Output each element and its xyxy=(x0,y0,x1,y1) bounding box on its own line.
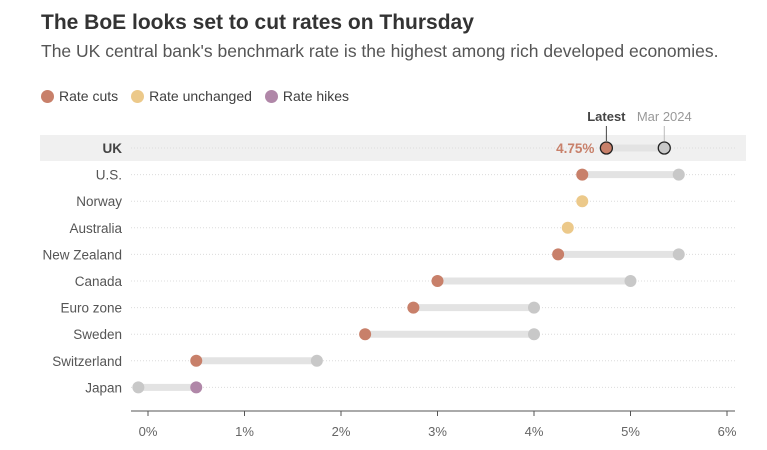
latest-dot-sweden xyxy=(359,328,372,341)
legend-label-rate-cuts: Rate cuts xyxy=(59,88,119,104)
annotation-latest: Latest xyxy=(587,109,626,124)
latest-dot-switzerland xyxy=(190,354,203,367)
previous-dot-sweden xyxy=(528,328,540,341)
x-tick-label-2: 2% xyxy=(332,424,351,439)
latest-dot-australia xyxy=(561,221,574,234)
latest-dot-japan xyxy=(190,381,203,394)
row-label-u-s: U.S. xyxy=(96,168,122,183)
legend-label-rate-unchanged: Rate unchanged xyxy=(149,88,252,104)
previous-dot-japan xyxy=(132,381,145,394)
previous-dot-canada xyxy=(624,275,637,287)
row-label-australia: Australia xyxy=(69,221,122,236)
latest-dot-new-zealand xyxy=(552,248,565,261)
row-label-uk: UK xyxy=(103,141,123,156)
latest-dot-uk xyxy=(599,141,614,155)
latest-dot-u-s xyxy=(576,168,589,181)
x-tick-label-0: 0% xyxy=(139,424,158,439)
previous-dot-u-s xyxy=(672,168,685,181)
legend-swatch-rate-unchanged xyxy=(131,89,145,103)
legend-item-rate-cuts: Rate cuts xyxy=(41,88,118,104)
previous-dot-switzerland xyxy=(310,354,323,367)
row-label-japan: Japan xyxy=(85,380,122,395)
legend-item-rate-unchanged: Rate unchanged xyxy=(131,88,252,104)
legend: Rate cuts Rate unchanged Rate hikes xyxy=(41,88,362,104)
previous-dot-new-zealand xyxy=(672,248,685,261)
latest-dot-euro-zone xyxy=(407,301,420,314)
x-tick-label-3: 3% xyxy=(428,424,447,439)
row-label-new-zealand: New Zealand xyxy=(42,247,122,262)
legend-swatch-rate-cuts xyxy=(41,89,54,103)
latest-dot-canada xyxy=(431,275,444,287)
value-label-uk: 4.75% xyxy=(556,141,594,156)
chart-subtitle: The UK central bank's benchmark rate is … xyxy=(41,41,719,61)
row-label-canada: Canada xyxy=(75,274,123,289)
previous-dot-euro-zone xyxy=(528,301,540,314)
legend-swatch-rate-hikes xyxy=(264,89,278,103)
legend-label-rate-hikes: Rate hikes xyxy=(282,88,350,104)
x-tick-label-6: 6% xyxy=(718,424,737,439)
latest-dot-norway xyxy=(576,195,589,208)
chart-title: The BoE looks set to cut rates on Thursd… xyxy=(41,11,474,34)
x-tick-label-1: 1% xyxy=(235,424,254,439)
annotation-mar-2024: Mar 2024 xyxy=(637,109,692,124)
row-label-euro-zone: Euro zone xyxy=(60,301,122,316)
x-tick-label-5: 5% xyxy=(621,424,640,439)
legend-item-rate-hikes: Rate hikes xyxy=(264,88,350,104)
previous-dot-uk xyxy=(657,141,671,155)
x-tick-label-4: 4% xyxy=(525,424,544,439)
row-label-switzerland: Switzerland xyxy=(52,354,122,369)
row-label-sweden: Sweden xyxy=(73,327,122,342)
row-label-norway: Norway xyxy=(76,194,122,209)
